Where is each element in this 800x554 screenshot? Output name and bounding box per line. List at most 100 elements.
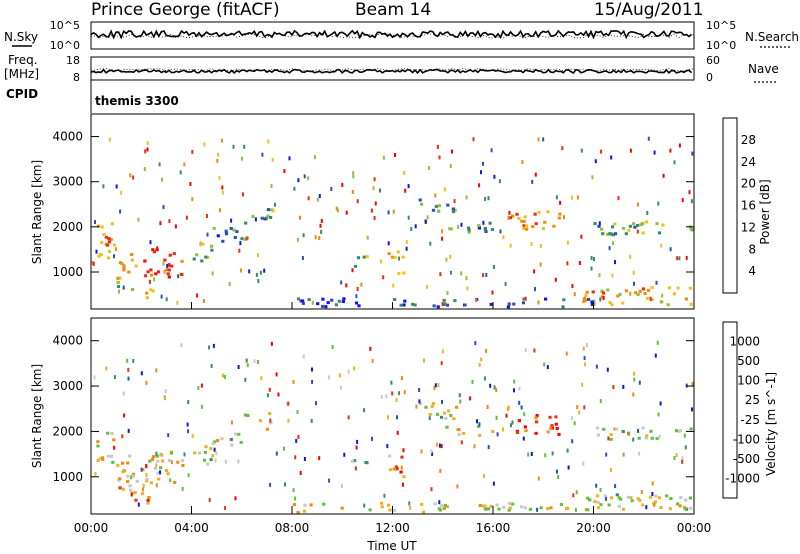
heatmap-cell — [614, 427, 619, 431]
heatmap-cell — [429, 241, 432, 246]
heatmap-cell — [606, 367, 609, 372]
heatmap-cell — [566, 448, 569, 453]
heatmap-cell — [310, 418, 313, 423]
heatmap-cell — [541, 227, 545, 230]
heatmap-cell — [610, 155, 613, 160]
heatmap-cell — [122, 264, 126, 268]
heatmap-cell — [127, 367, 130, 372]
heatmap-cell — [318, 194, 321, 199]
velocity-frame — [90, 317, 695, 515]
heatmap-cell — [433, 502, 437, 506]
heatmap-cell — [602, 427, 606, 431]
heatmap-cell — [204, 445, 208, 449]
heatmap-cell — [599, 503, 603, 507]
heatmap-cell — [101, 457, 105, 461]
heatmap-cell — [633, 377, 636, 382]
colorbar-tick-label: 24 — [741, 155, 756, 169]
heatmap-cell — [165, 469, 169, 472]
heatmap-cell — [232, 228, 236, 232]
heatmap-cell — [140, 467, 143, 472]
heatmap-cell — [314, 235, 317, 240]
heatmap-cell — [678, 504, 682, 508]
heatmap-cell — [578, 261, 581, 265]
heatmap-cell — [459, 399, 462, 404]
heatmap-cell — [621, 430, 625, 433]
heatmap-cell — [288, 156, 291, 161]
heatmap-cell — [460, 271, 463, 276]
heatmap-cell — [354, 301, 359, 305]
heatmap-cell — [180, 343, 183, 348]
heatmap-cell — [478, 183, 481, 188]
heatmap-cell — [224, 232, 229, 236]
freq-trace — [90, 68, 693, 75]
heatmap-cell — [684, 297, 688, 301]
heatmap-cell — [441, 301, 444, 306]
heatmap-cell — [596, 501, 600, 504]
y-tick-label: 4000 — [52, 130, 83, 144]
heatmap-cell — [340, 280, 343, 285]
heatmap-cell — [398, 391, 401, 396]
heatmap-cell — [266, 214, 270, 218]
velocity-colorbar-label: Velocity [m s^-1] — [764, 372, 778, 476]
heatmap-cell — [155, 463, 158, 468]
heatmap-cell — [446, 203, 450, 207]
heatmap-cell — [322, 502, 326, 506]
heatmap-cell — [673, 160, 676, 165]
heatmap-cell — [159, 466, 163, 470]
velocity-y-ticks: 1000 2000 3000 4000 — [52, 334, 694, 484]
heatmap-cell — [297, 178, 300, 183]
heatmap-cell — [507, 216, 510, 220]
heatmap-cell — [517, 419, 521, 423]
heatmap-cell — [400, 465, 403, 470]
heatmap-cell — [478, 504, 482, 507]
heatmap-cell — [167, 459, 172, 463]
heatmap-cell — [502, 235, 505, 240]
heatmap-cell — [513, 379, 516, 384]
heatmap-cell — [646, 288, 651, 292]
heatmap-cell — [283, 446, 285, 451]
heatmap-cell — [152, 455, 156, 459]
heatmap-cell — [473, 444, 476, 449]
heatmap-cell — [490, 148, 493, 153]
heatmap-cell — [113, 254, 115, 259]
heatmap-cell — [382, 155, 385, 160]
heatmap-cell — [430, 487, 433, 492]
heatmap-cell — [613, 222, 617, 226]
heatmap-cell — [453, 199, 456, 204]
heatmap-cell — [366, 235, 369, 240]
heatmap-cell — [478, 433, 482, 437]
heatmap-cell — [645, 434, 649, 438]
heatmap-cell — [118, 261, 122, 265]
heatmap-cell — [297, 434, 300, 439]
heatmap-cell — [683, 507, 687, 511]
heatmap-cell — [480, 357, 483, 362]
heatmap-cell — [169, 478, 172, 483]
heatmap-cell — [599, 487, 602, 492]
colorbar-tick-label: 8 — [748, 242, 756, 256]
heatmap-cell — [458, 393, 461, 398]
heatmap-cell — [208, 498, 211, 503]
heatmap-cell — [463, 303, 467, 307]
heatmap-cell — [688, 496, 693, 500]
heatmap-cell — [301, 301, 305, 305]
heatmap-cell — [212, 226, 216, 230]
heatmap-cell — [130, 258, 134, 262]
heatmap-cell — [123, 413, 126, 418]
heatmap-cell — [410, 227, 413, 231]
heatmap-cell — [442, 507, 446, 510]
heatmap-cell — [293, 186, 296, 191]
heatmap-cell — [411, 302, 415, 306]
heatmap-cell — [571, 284, 574, 289]
heatmap-cell — [445, 505, 449, 509]
colorbar-tick-label: -25 — [740, 413, 760, 427]
heatmap-cell — [116, 280, 120, 284]
heatmap-cell — [655, 280, 658, 285]
heatmap-cell — [683, 433, 686, 438]
heatmap-cell — [143, 259, 147, 263]
heatmap-cell — [204, 255, 208, 259]
heatmap-cell — [575, 490, 578, 495]
heatmap-cell — [165, 268, 169, 272]
heatmap-cell — [149, 288, 153, 292]
heatmap-cell — [582, 346, 585, 351]
heatmap-cell — [608, 232, 612, 236]
